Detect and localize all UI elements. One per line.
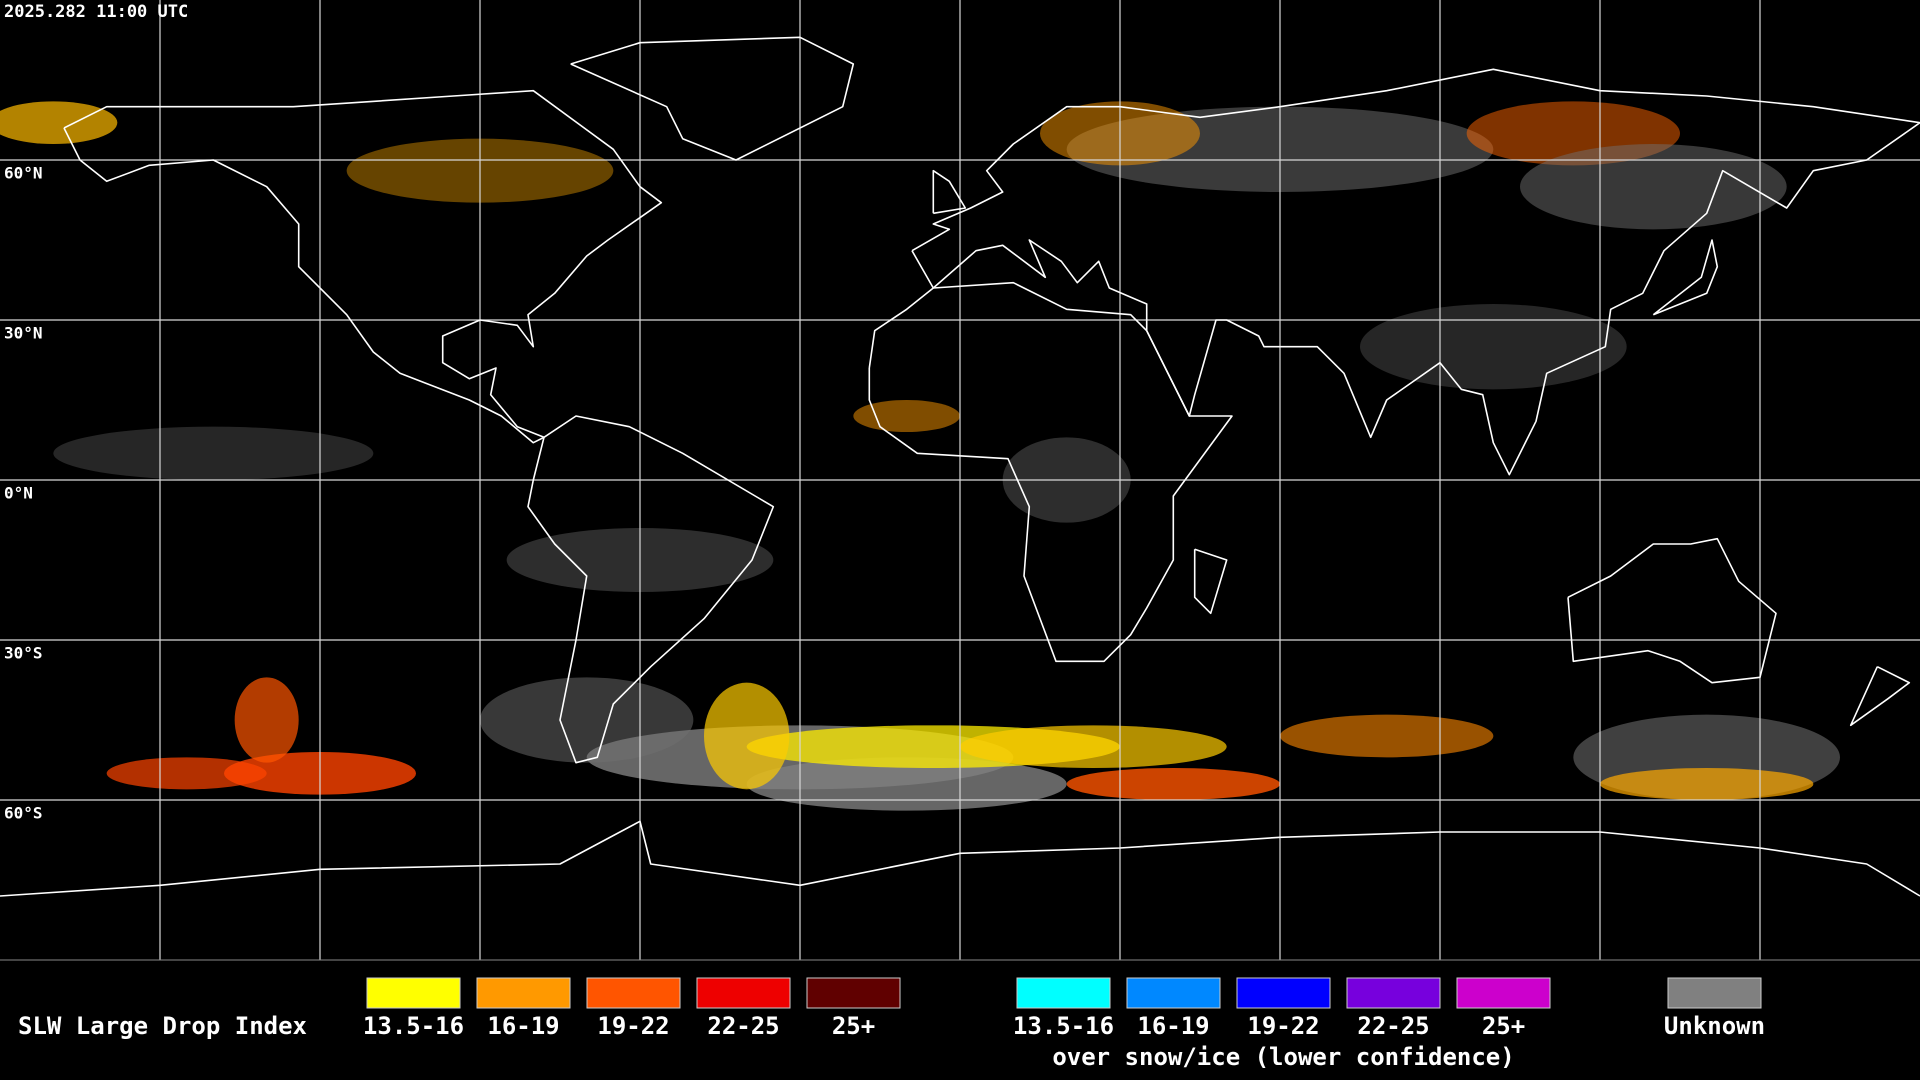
- legend-swatch: [1346, 977, 1441, 1009]
- cloud-region: [1520, 144, 1787, 230]
- cloud-region: [106, 757, 267, 790]
- coastline: [932, 169, 967, 215]
- cloud-region: [1066, 768, 1281, 800]
- legend-label: 13.5-16: [1013, 1012, 1114, 1040]
- legend-swatch: [476, 977, 571, 1009]
- legend-caption: over snow/ice (lower confidence): [1052, 1043, 1514, 1071]
- world-map: [0, 0, 1920, 960]
- legend-title: SLW Large Drop Index: [18, 1012, 307, 1040]
- latitude-label: 30°N: [4, 324, 43, 343]
- legend-label: 13.5-16: [363, 1012, 464, 1040]
- cloud-region: [746, 757, 1067, 811]
- cloud-region: [480, 677, 694, 763]
- legend-label: 16-19: [1137, 1012, 1209, 1040]
- cloud-region: [1360, 304, 1627, 390]
- cloud-region: [53, 426, 374, 481]
- cloud-region: [1280, 714, 1494, 758]
- legend-swatch: [1456, 977, 1551, 1009]
- coastline: [1849, 665, 1911, 727]
- legend-swatch: [366, 977, 461, 1009]
- coastline: [1193, 548, 1228, 615]
- legend-label: 25+: [832, 1012, 875, 1040]
- legend-swatch: [1236, 977, 1331, 1009]
- cloud-region: [704, 682, 790, 790]
- legend-label: 19-22: [597, 1012, 669, 1040]
- latitude-label: 30°S: [4, 644, 43, 663]
- timestamp: 2025.282 11:00 UTC: [4, 2, 188, 22]
- cloud-region: [234, 677, 299, 763]
- legend-label: 19-22: [1247, 1012, 1319, 1040]
- coastline: [1567, 537, 1777, 684]
- latitude-label: 60°N: [4, 164, 43, 183]
- cloud-region: [853, 400, 961, 432]
- coastline: [63, 89, 663, 444]
- coastline: [868, 281, 1233, 663]
- cloud-region: [0, 101, 118, 144]
- legend-label: 16-19: [487, 1012, 559, 1040]
- latitude-label: 60°S: [4, 804, 43, 823]
- latitude-label: 0°N: [4, 484, 33, 503]
- coastline: [911, 68, 1920, 476]
- legend-swatch: [696, 977, 791, 1009]
- coastline: [570, 36, 855, 161]
- legend-swatch: [1126, 977, 1221, 1009]
- legend-label: Unknown: [1664, 1012, 1765, 1040]
- coastline: [527, 415, 775, 764]
- legend-swatch: [1667, 977, 1762, 1009]
- cloud-region: [1600, 768, 1814, 800]
- coastline: [1652, 239, 1719, 316]
- legend-swatch: [586, 977, 681, 1009]
- legend-swatch: [1016, 977, 1111, 1009]
- legend-label: 22-25: [1357, 1012, 1429, 1040]
- legend-label: 25+: [1482, 1012, 1525, 1040]
- legend-label: 22-25: [707, 1012, 779, 1040]
- coastline: [0, 820, 1920, 897]
- cloud-region: [960, 725, 1227, 769]
- legend-swatch: [806, 977, 901, 1009]
